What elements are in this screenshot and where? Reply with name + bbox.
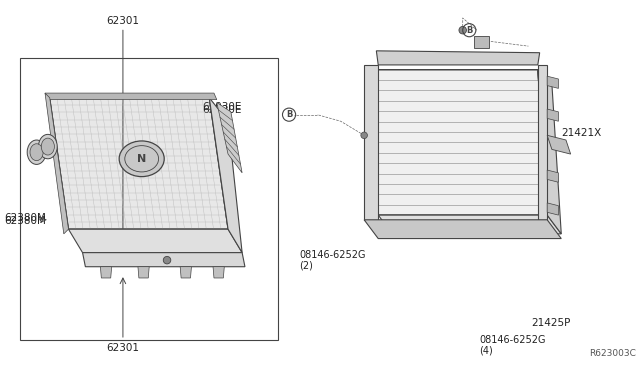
Polygon shape xyxy=(547,203,559,215)
Polygon shape xyxy=(213,267,224,278)
Ellipse shape xyxy=(41,138,54,155)
Polygon shape xyxy=(364,65,378,220)
Ellipse shape xyxy=(30,144,43,161)
Polygon shape xyxy=(50,98,228,229)
Text: R623003C: R623003C xyxy=(589,349,636,357)
Polygon shape xyxy=(538,65,547,220)
Text: N: N xyxy=(137,154,147,164)
Text: (2): (2) xyxy=(300,261,313,271)
Polygon shape xyxy=(364,220,561,238)
Polygon shape xyxy=(45,93,68,234)
Text: 62380M: 62380M xyxy=(4,213,47,223)
Text: B: B xyxy=(286,110,292,119)
Text: 21421X: 21421X xyxy=(561,128,602,138)
Text: (4): (4) xyxy=(479,345,493,355)
Text: 62030E: 62030E xyxy=(202,105,241,115)
Polygon shape xyxy=(547,109,559,121)
Polygon shape xyxy=(538,70,561,234)
Text: 08146-6252G: 08146-6252G xyxy=(479,335,546,345)
Text: 62301: 62301 xyxy=(106,16,140,26)
Text: 62301: 62301 xyxy=(106,343,140,353)
Bar xyxy=(20,58,278,340)
Polygon shape xyxy=(100,267,111,278)
Circle shape xyxy=(361,132,367,139)
Polygon shape xyxy=(547,170,559,182)
Polygon shape xyxy=(180,267,191,278)
Text: 21425P: 21425P xyxy=(531,318,571,328)
Text: 62380M: 62380M xyxy=(4,216,47,226)
Polygon shape xyxy=(68,229,242,253)
Polygon shape xyxy=(45,93,217,100)
Polygon shape xyxy=(50,98,228,229)
Polygon shape xyxy=(474,36,489,48)
Polygon shape xyxy=(376,51,540,65)
Polygon shape xyxy=(209,98,242,253)
Text: 62030E: 62030E xyxy=(202,102,241,112)
Polygon shape xyxy=(369,70,547,215)
Polygon shape xyxy=(378,215,561,234)
Polygon shape xyxy=(138,267,149,278)
Ellipse shape xyxy=(38,134,57,159)
Text: 08146-6252G: 08146-6252G xyxy=(300,250,366,260)
Ellipse shape xyxy=(27,140,46,164)
Circle shape xyxy=(163,256,171,264)
Polygon shape xyxy=(217,102,242,173)
Ellipse shape xyxy=(119,141,164,177)
Polygon shape xyxy=(547,135,571,154)
Text: B: B xyxy=(466,26,472,35)
Polygon shape xyxy=(547,76,559,89)
Polygon shape xyxy=(83,253,245,267)
Circle shape xyxy=(459,26,467,34)
